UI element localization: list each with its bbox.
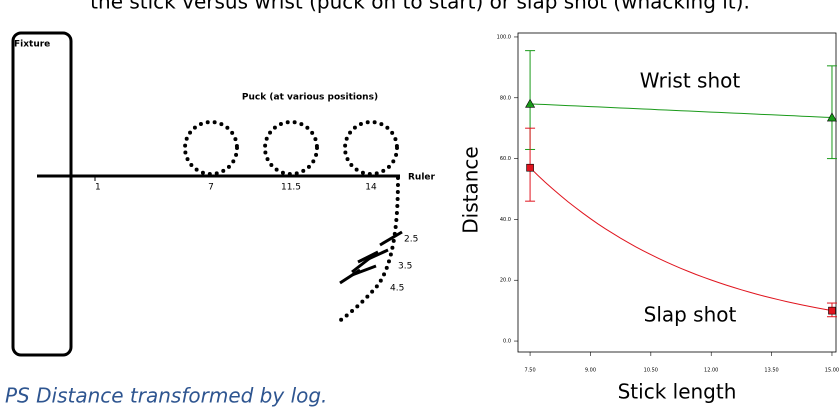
ruler-mark: 11.5 bbox=[281, 183, 301, 193]
ruler-mark: 1 bbox=[95, 183, 101, 193]
y-tick-label: 40.0 bbox=[500, 217, 511, 223]
fit-line bbox=[529, 167, 833, 312]
x-tick-label: 7.50 bbox=[525, 368, 536, 374]
x-tick-label: 10.50 bbox=[644, 368, 658, 374]
y-tick-label: 20.0 bbox=[500, 278, 511, 284]
marker bbox=[828, 306, 836, 315]
series-label: Wrist shot bbox=[640, 69, 741, 93]
angle-mark: 4.5 bbox=[390, 284, 404, 294]
chart: 7.50 9.00 10.50 12.00 13.50 15.00 0.0 20.0 40.0 6… bbox=[459, 32, 839, 404]
fixture bbox=[11, 31, 73, 357]
plot-frame bbox=[517, 32, 837, 353]
angle-marks bbox=[339, 230, 403, 285]
fixture-label: Fixture bbox=[14, 40, 50, 50]
fit-line bbox=[530, 103, 833, 118]
x-tick-label: 13.50 bbox=[764, 368, 778, 374]
marker bbox=[525, 98, 536, 108]
x-axis-label: Stick length bbox=[618, 380, 737, 404]
series-label: Slap shot bbox=[644, 303, 737, 327]
marker bbox=[526, 163, 534, 172]
puck-label: Puck (at various positions) bbox=[242, 93, 378, 103]
pucks bbox=[183, 120, 400, 324]
ruler-mark: 7 bbox=[208, 183, 214, 193]
y-axis-label: Distance bbox=[459, 146, 483, 233]
angle-mark: 2.5 bbox=[404, 235, 418, 245]
x-tick-label: 15.00 bbox=[825, 368, 839, 374]
y-tick-label: 100.0 bbox=[497, 34, 511, 40]
y-tick-label: 80.0 bbox=[500, 95, 511, 101]
ruler-mark: 14 bbox=[365, 183, 377, 193]
marker bbox=[826, 112, 837, 122]
header-text: the stick versus wrist (puck on to start… bbox=[90, 0, 750, 14]
y-tick-label: 0.0 bbox=[503, 339, 511, 345]
x-tick-label: 12.00 bbox=[704, 368, 718, 374]
angle-mark: 3.5 bbox=[398, 262, 412, 272]
caption: PS Distance transformed by log. bbox=[5, 384, 327, 407]
y-tick-label: 60.0 bbox=[500, 156, 511, 162]
ruler-label: Ruler bbox=[408, 173, 436, 183]
x-tick-label: 9.00 bbox=[585, 368, 596, 374]
